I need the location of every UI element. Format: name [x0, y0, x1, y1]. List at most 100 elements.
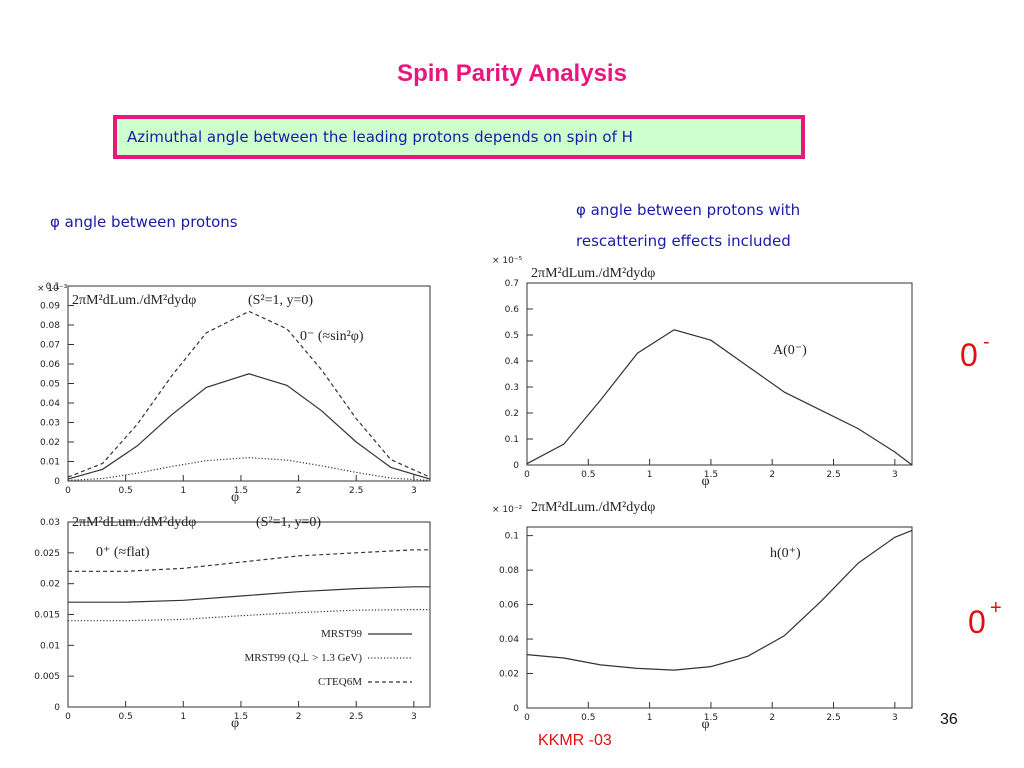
x-tick-label: 3 [411, 712, 417, 722]
y-tick-label: 0.1 [46, 282, 60, 292]
series-line [67, 456, 431, 481]
x-tick-label: 1 [180, 712, 186, 722]
x-axis-label: φ [231, 490, 239, 505]
y-tick-label: 0.3 [505, 383, 519, 393]
y-tick-label: 0.4 [505, 357, 520, 367]
x-tick-label: 1.5 [234, 712, 248, 722]
y-tick-label: 0.5 [505, 331, 519, 341]
parity-label-sup: + [990, 597, 1002, 619]
chart-title: 2πM²dLum./dM²dydφ [72, 515, 196, 530]
x-axis-label: φ [701, 717, 709, 732]
y-tick-label: 0.08 [499, 566, 519, 576]
x-tick-label: 3 [892, 470, 898, 480]
y-tick-label: 0.2 [505, 409, 519, 419]
x-tick-label: 0.5 [118, 486, 132, 496]
y-tick-label: 0 [54, 477, 60, 487]
series-line [68, 609, 430, 622]
x-tick-label: 1 [647, 470, 653, 480]
x-tick-label: 0.5 [118, 712, 132, 722]
x-tick-label: 2 [769, 470, 775, 480]
x-tick-label: 3 [892, 713, 898, 723]
y-tick-label: 0.06 [40, 360, 60, 370]
x-tick-label: 2.5 [349, 712, 363, 722]
highlight-box [113, 115, 805, 159]
y-tick-label: 0.09 [40, 302, 60, 312]
caption-right: rescattering effects included [576, 232, 791, 250]
y-tick-label: 0.02 [499, 670, 519, 680]
chart-title: 2πM²dLum./dM²dydφ [72, 293, 196, 308]
y-tick-label: 0 [513, 461, 519, 471]
legend-label: MRST99 [321, 628, 362, 640]
y-tick-label: 0.005 [34, 672, 60, 682]
series-line [526, 329, 913, 466]
annotation: A(0⁻) [773, 343, 807, 358]
x-axis-label: φ [231, 716, 239, 731]
annotation: (S²=1, y=0) [248, 293, 313, 308]
x-tick-label: 0 [65, 712, 71, 722]
series-line [67, 310, 431, 478]
series-line [67, 373, 431, 480]
y-tick-label: 0.025 [34, 549, 60, 559]
y-tick-label: 0.015 [34, 611, 60, 621]
box-text: Azimuthal angle between the leading prot… [127, 128, 633, 146]
caption-right: φ angle between protons with [576, 201, 800, 219]
y-tick-label: 0.02 [40, 580, 60, 590]
x-tick-label: 1 [647, 713, 653, 723]
plot-frame [526, 282, 913, 466]
x-tick-label: 2 [296, 486, 302, 496]
x-tick-label: 1.5 [234, 486, 248, 496]
parity-label: 0 [968, 604, 986, 640]
x-tick-label: 1 [180, 486, 186, 496]
slide-title: Spin Parity Analysis [397, 60, 627, 87]
parity-label: 0 [960, 337, 978, 373]
x-tick-label: 2.5 [349, 486, 363, 496]
x-tick-label: 2.5 [826, 713, 840, 723]
y-tick-label: 0.01 [40, 641, 60, 651]
parity-label-sup: - [983, 331, 990, 353]
annotation: 0⁺ (≈flat) [96, 545, 150, 560]
x-tick-label: 3 [411, 486, 417, 496]
plot-frame [526, 526, 913, 709]
axis-multiplier: × 10⁻⁵ [492, 256, 523, 266]
legend-label: MRST99 (Q⊥ > 1.3 GeV) [244, 652, 362, 664]
y-tick-label: 0.1 [505, 532, 519, 542]
x-tick-label: 2 [296, 712, 302, 722]
y-tick-label: 0 [513, 704, 519, 714]
axis-multiplier: × 10⁻³ [37, 284, 68, 294]
y-tick-label: 0.04 [40, 399, 60, 409]
chart-title: 2πM²dLum./dM²dydφ [531, 500, 655, 515]
caption-left: φ angle between protons [50, 213, 238, 231]
series-line [68, 549, 430, 572]
series-line [526, 529, 913, 671]
y-tick-label: 0.1 [505, 435, 519, 445]
x-tick-label: 0 [524, 470, 530, 480]
plot-frame [67, 285, 431, 482]
y-tick-label: 0 [54, 703, 60, 713]
chart-title: 2πM²dLum./dM²dydφ [531, 266, 655, 281]
y-tick-label: 0.7 [505, 279, 519, 289]
x-tick-label: 1.5 [704, 470, 718, 480]
x-tick-label: 0 [524, 713, 530, 723]
x-tick-label: 2 [769, 713, 775, 723]
annotation: 0⁻ (≈sin²φ) [300, 329, 364, 344]
reference: KKMR -03 [538, 732, 612, 749]
y-tick-label: 0.04 [499, 635, 519, 645]
y-tick-label: 0.06 [499, 601, 519, 611]
annotation: (S²=1, y=0) [256, 515, 321, 530]
y-tick-label: 0.05 [40, 380, 60, 390]
annotation: h(0⁺) [770, 546, 801, 561]
legend-label: CTEQ6M [318, 676, 362, 688]
y-tick-label: 0.02 [40, 438, 60, 448]
series-line [68, 586, 430, 603]
x-tick-label: 0 [65, 486, 71, 496]
y-tick-label: 0.08 [40, 321, 60, 331]
x-tick-label: 2.5 [826, 470, 840, 480]
y-tick-label: 0.03 [40, 518, 60, 528]
y-tick-label: 0.01 [40, 458, 60, 468]
x-axis-label: φ [701, 474, 709, 489]
x-tick-label: 1.5 [704, 713, 718, 723]
y-tick-label: 0.07 [40, 341, 60, 351]
page-number: 36 [940, 711, 958, 728]
